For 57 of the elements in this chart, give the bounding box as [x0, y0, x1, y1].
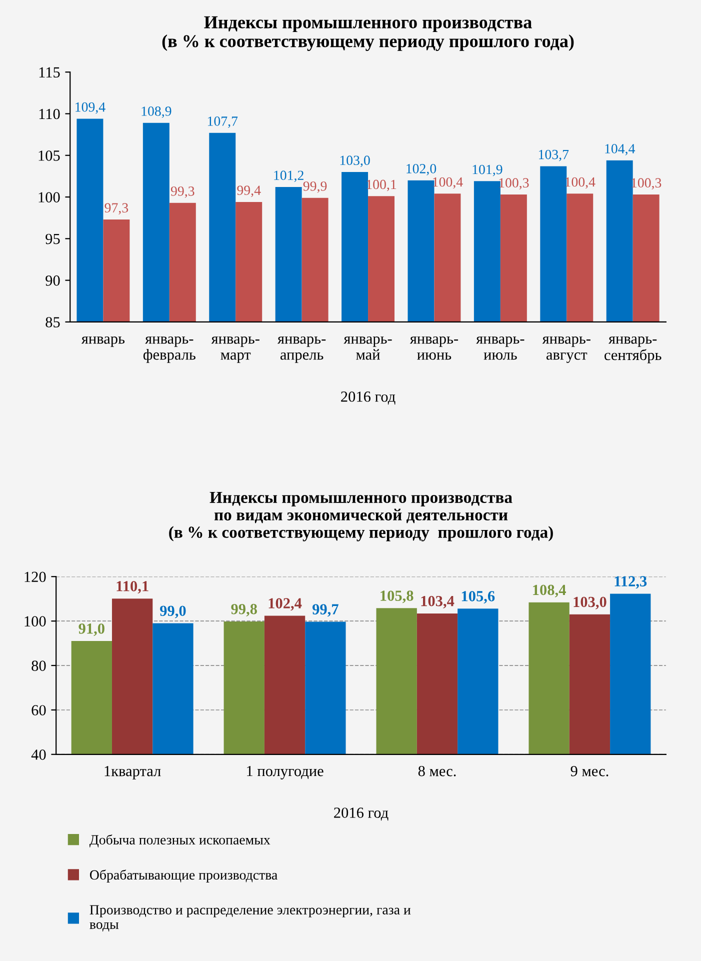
- x-tick-label: 9 мес.: [570, 766, 608, 776]
- x-axis-title: 2016 год: [341, 391, 396, 405]
- data-label: 99,7: [312, 604, 338, 617]
- y-tick-label: 90: [46, 275, 60, 286]
- data-label: 105,6: [462, 591, 495, 604]
- x-tick-label: январь- август: [542, 336, 590, 363]
- data-label: 102,0: [406, 164, 436, 176]
- data-label: 101,2: [274, 170, 304, 182]
- data-label: 104,4: [605, 144, 636, 156]
- legend-label: Производство и распределение электроэнергии, газа и воды: [90, 905, 411, 932]
- y-tick-label: 115: [39, 67, 60, 78]
- data-label: 107,7: [208, 116, 238, 128]
- x-tick-label: 8 мес.: [418, 766, 456, 776]
- data-label: 103,4: [421, 596, 454, 608]
- y-tick-label: 85: [46, 317, 60, 328]
- x-tick-label: январь: [81, 336, 125, 347]
- data-label: 108,4: [533, 584, 566, 598]
- data-label: 99,4: [237, 186, 261, 198]
- y-tick-label: 100: [24, 616, 46, 626]
- y-tick-label: 40: [31, 750, 46, 760]
- y-tick-label: 100: [38, 192, 60, 202]
- data-label: 105,8: [380, 590, 414, 604]
- data-label: 99,8: [231, 604, 257, 616]
- data-label: 112,3: [614, 576, 647, 589]
- x-tick-label: 1 полугодие: [247, 766, 324, 780]
- data-label: 103,7: [538, 150, 569, 162]
- y-tick-label: 120: [24, 572, 46, 582]
- data-label: 108,9: [142, 106, 172, 118]
- data-label: 103,0: [574, 596, 606, 610]
- x-tick-label: январь- март: [211, 336, 260, 363]
- x-tick-label: январь- сентябрь: [604, 336, 662, 364]
- data-label: 99,0: [160, 606, 186, 618]
- x-tick-label: январь- июнь: [410, 336, 458, 360]
- x-tick-label: январь- май: [344, 336, 392, 360]
- y-tick-label: 95: [46, 234, 60, 244]
- x-axis-title: 2016 год: [334, 808, 388, 821]
- data-label: 110,1: [116, 581, 148, 594]
- data-label: 91,0: [78, 623, 104, 636]
- y-tick-label: 80: [32, 660, 46, 671]
- data-label: 101,9: [472, 164, 502, 176]
- chart-title: Индексы промышленного производства (в % к соответствующему периоду прошлого года): [162, 16, 574, 51]
- x-tick-label: 1квартал: [104, 766, 161, 780]
- x-tick-label: январь- июль: [476, 336, 524, 360]
- x-tick-label: январь- апрель: [278, 336, 326, 363]
- y-tick-label: 105: [38, 150, 60, 161]
- legend-label: Обрабатывающие производства: [90, 870, 278, 882]
- legend-label: Добыча полезных ископаемых: [90, 834, 270, 848]
- chart-title: Индексы промышленного производства по видам экономической деятельности (в % к соответствующему периоду прошлого года): [169, 492, 553, 542]
- x-tick-label: январь- февраль: [143, 336, 196, 363]
- data-label: 109,4: [76, 102, 106, 114]
- y-tick-label: 60: [32, 705, 46, 716]
- data-label: 97,3: [104, 203, 128, 215]
- data-label: 99,9: [303, 182, 327, 193]
- y-tick-label: 110: [39, 108, 60, 120]
- data-label: 102,4: [268, 598, 302, 611]
- data-label: 103,0: [340, 156, 370, 168]
- data-label: 99,3: [170, 186, 194, 198]
